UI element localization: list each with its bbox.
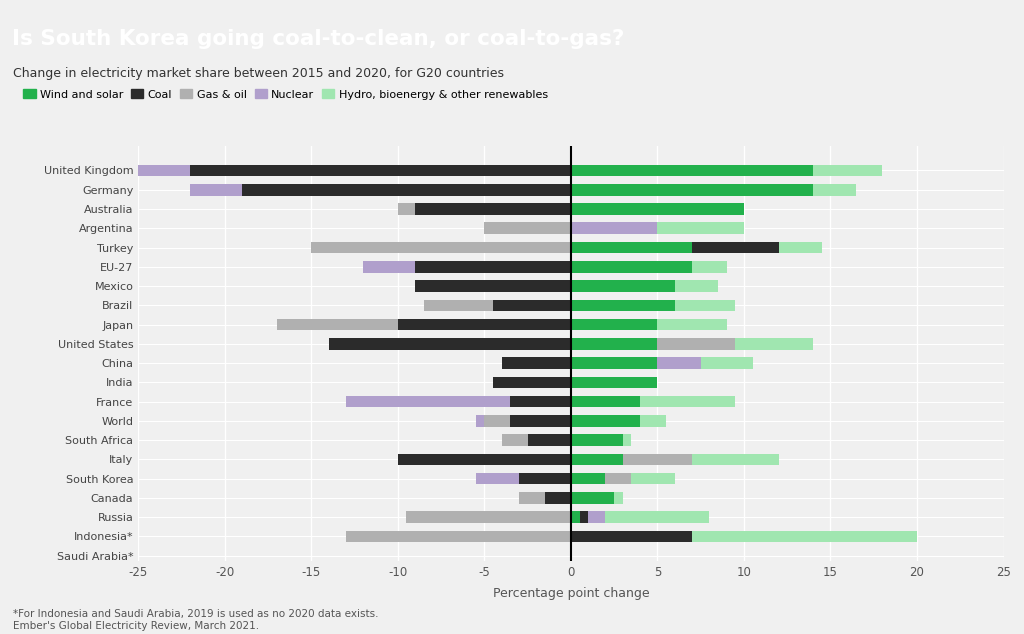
Bar xyxy=(571,319,657,330)
Bar xyxy=(493,377,571,388)
Bar xyxy=(623,434,632,446)
Bar xyxy=(397,204,415,215)
Bar xyxy=(571,531,692,542)
Bar xyxy=(632,473,675,484)
Bar xyxy=(675,280,718,292)
Bar xyxy=(545,492,571,503)
Bar xyxy=(571,396,640,408)
Bar xyxy=(571,204,743,215)
X-axis label: Percentage point change: Percentage point change xyxy=(493,587,649,600)
Bar xyxy=(571,415,640,427)
Legend: Wind and solar, Coal, Gas & oil, Nuclear, Hydro, bioenergy & other renewables: Wind and solar, Coal, Gas & oil, Nuclear… xyxy=(18,85,552,104)
Bar xyxy=(571,242,692,254)
Bar xyxy=(657,223,743,234)
Bar xyxy=(510,415,571,427)
Bar xyxy=(476,473,519,484)
Text: Is South Korea going coal-to-clean, or coal-to-gas?: Is South Korea going coal-to-clean, or c… xyxy=(12,29,625,49)
Bar xyxy=(692,453,778,465)
Bar xyxy=(571,358,657,369)
Bar xyxy=(571,280,675,292)
Bar xyxy=(571,299,675,311)
Bar xyxy=(415,204,571,215)
Bar xyxy=(519,473,571,484)
Text: *For Indonesia and Saudi Arabia, 2019 is used as no 2020 data exists.
Ember's Gl: *For Indonesia and Saudi Arabia, 2019 is… xyxy=(13,609,379,631)
Bar xyxy=(571,165,813,176)
Bar xyxy=(614,492,623,503)
Bar xyxy=(571,261,692,273)
Bar xyxy=(571,473,605,484)
Bar xyxy=(415,261,571,273)
Bar xyxy=(657,319,727,330)
Bar xyxy=(571,338,657,349)
Bar xyxy=(588,512,605,523)
Bar xyxy=(623,453,692,465)
Bar xyxy=(571,492,614,503)
Bar xyxy=(407,512,571,523)
Bar xyxy=(346,531,571,542)
Bar xyxy=(190,184,242,195)
Bar xyxy=(519,492,545,503)
Bar xyxy=(640,396,735,408)
Bar xyxy=(346,396,510,408)
Bar xyxy=(571,453,623,465)
Bar xyxy=(103,165,190,176)
Bar xyxy=(605,473,632,484)
Bar xyxy=(397,453,571,465)
Bar xyxy=(692,242,778,254)
Bar xyxy=(657,338,735,349)
Bar xyxy=(424,299,493,311)
Bar xyxy=(813,165,883,176)
Bar xyxy=(364,261,415,273)
Bar xyxy=(640,415,666,427)
Bar xyxy=(276,319,397,330)
Bar xyxy=(502,358,571,369)
Bar xyxy=(580,512,588,523)
Bar xyxy=(735,338,813,349)
Bar xyxy=(415,280,571,292)
Bar xyxy=(692,531,918,542)
Bar xyxy=(493,299,571,311)
Bar xyxy=(700,358,753,369)
Bar xyxy=(571,434,623,446)
Text: Change in electricity market share between 2015 and 2020, for G20 countries: Change in electricity market share betwe… xyxy=(13,67,504,80)
Bar xyxy=(397,319,571,330)
Bar xyxy=(484,415,510,427)
Bar xyxy=(476,415,484,427)
Bar xyxy=(510,396,571,408)
Bar xyxy=(692,261,727,273)
Bar xyxy=(605,512,710,523)
Bar xyxy=(571,223,657,234)
Bar xyxy=(675,299,735,311)
Bar xyxy=(571,184,813,195)
Bar xyxy=(778,242,822,254)
Bar xyxy=(657,358,700,369)
Bar xyxy=(484,223,571,234)
Bar xyxy=(311,242,571,254)
Bar xyxy=(527,434,571,446)
Bar xyxy=(242,184,571,195)
Bar xyxy=(329,338,571,349)
Bar xyxy=(813,184,856,195)
Bar xyxy=(571,512,580,523)
Bar xyxy=(502,434,527,446)
Bar xyxy=(190,165,571,176)
Bar xyxy=(571,377,657,388)
